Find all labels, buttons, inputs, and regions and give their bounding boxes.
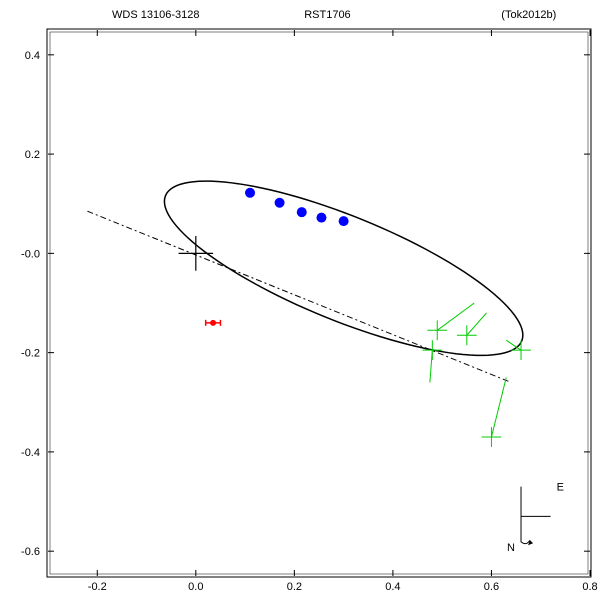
svg-text:E: E bbox=[557, 482, 564, 494]
svg-text:(Tok2012b): (Tok2012b) bbox=[501, 9, 556, 21]
svg-text:-0.2: -0.2 bbox=[21, 348, 40, 360]
svg-text:0.4: 0.4 bbox=[385, 581, 400, 593]
svg-text:0.8: 0.8 bbox=[582, 581, 597, 593]
svg-text:-0.4: -0.4 bbox=[21, 447, 40, 459]
svg-text:0.2: 0.2 bbox=[287, 581, 302, 593]
svg-text:-0.6: -0.6 bbox=[21, 546, 40, 558]
svg-text:-0.2: -0.2 bbox=[88, 581, 107, 593]
plot-container: WDS 13106-3128 RST1706 (Tok2012b) -0.2 0.0 0.… bbox=[0, 0, 600, 600]
svg-text:RST1706: RST1706 bbox=[304, 9, 350, 21]
svg-text:0.4: 0.4 bbox=[25, 50, 40, 62]
svg-text:0.0: 0.0 bbox=[188, 581, 203, 593]
svg-text:WDS 13106-3128: WDS 13106-3128 bbox=[112, 9, 199, 21]
svg-text:0.2: 0.2 bbox=[25, 149, 40, 161]
svg-text:0.6: 0.6 bbox=[484, 581, 499, 593]
orbit-chart: WDS 13106-3128 RST1706 (Tok2012b) -0.2 0.0 0.… bbox=[0, 0, 600, 600]
svg-text:-0.0: -0.0 bbox=[21, 248, 40, 260]
svg-text:N: N bbox=[507, 542, 515, 554]
